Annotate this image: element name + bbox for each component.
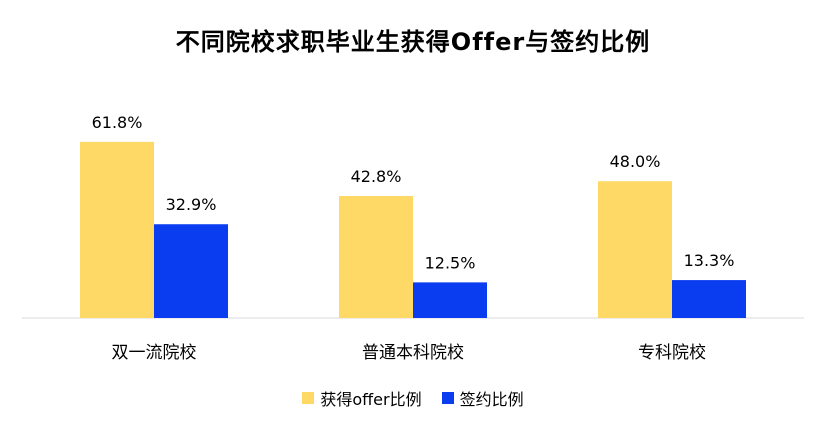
data-label-sign-0: 32.9% [166, 195, 217, 214]
chart-legend: 获得offer比例 签约比例 [0, 386, 826, 410]
bar-offer-0 [80, 141, 154, 318]
bar-sign-0 [154, 224, 228, 318]
data-label-offer-2: 48.0% [610, 152, 661, 171]
data-label-offer-1: 42.8% [351, 167, 402, 186]
data-label-offer-0: 61.8% [92, 113, 143, 132]
category-label-1: 普通本科院校 [362, 343, 464, 363]
legend-label-offer: 获得offer比例 [320, 390, 422, 409]
data-label-sign-2: 13.3% [684, 251, 735, 270]
bar-sign-2 [672, 280, 746, 318]
category-label-2: 专科院校 [638, 343, 706, 363]
bar-sign-1 [413, 282, 487, 318]
legend-swatch-sign [441, 392, 454, 404]
legend-item-offer: 获得offer比例 [302, 386, 422, 410]
category-label-0: 双一流院校 [112, 343, 197, 363]
legend-swatch-offer [302, 392, 315, 404]
chart-title: 不同院校求职毕业生获得Offer与签约比例 [175, 28, 651, 56]
legend-label-sign: 签约比例 [459, 390, 524, 409]
data-label-sign-1: 12.5% [425, 253, 476, 272]
bar-offer-1 [339, 196, 413, 318]
legend-item-sign: 签约比例 [441, 386, 524, 410]
bar-offer-2 [598, 181, 672, 318]
